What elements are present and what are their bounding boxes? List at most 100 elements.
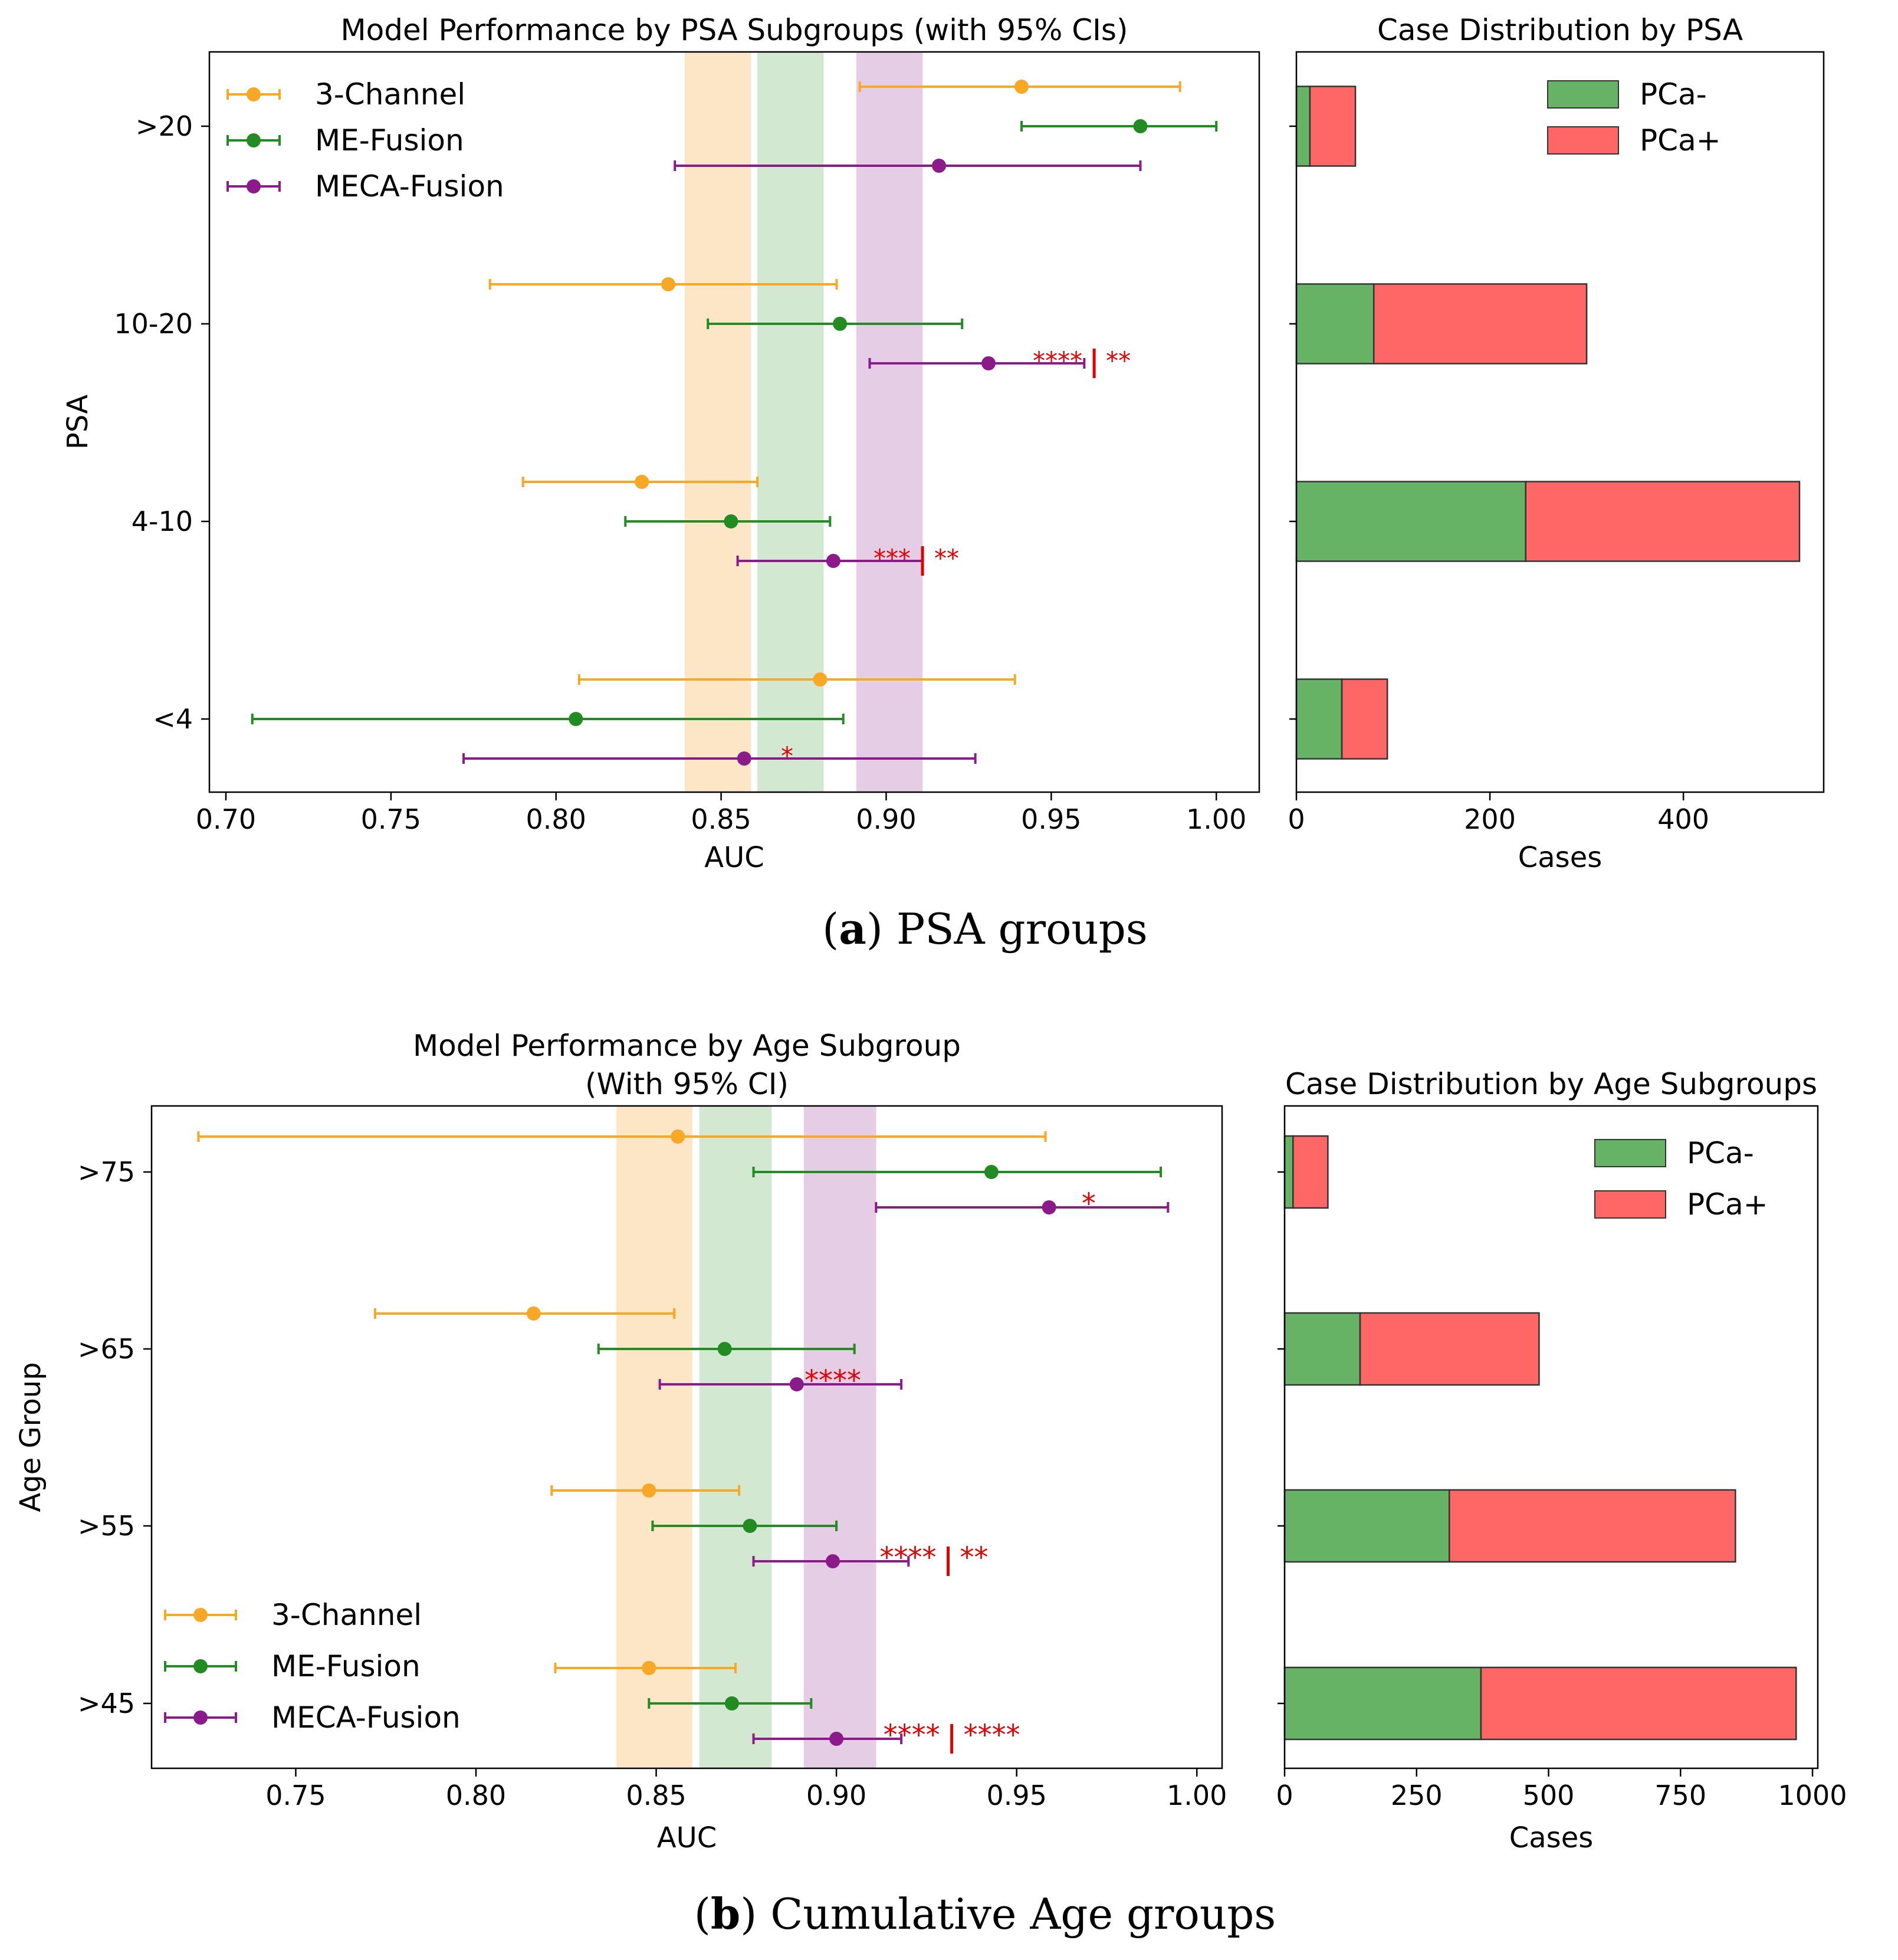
errorbar-point <box>521 475 759 489</box>
stars: **** <box>804 1364 861 1397</box>
errorbar-point <box>488 277 838 291</box>
y-tick-label: 10-20 <box>114 308 193 340</box>
x-tick-label: 0.70 <box>196 803 256 835</box>
auc-point <box>789 1377 804 1391</box>
y-tick-label: >65 <box>78 1333 135 1365</box>
auc-point <box>737 751 751 766</box>
x-tick-label: 0.75 <box>361 803 421 835</box>
bar-pca-positive <box>1480 1666 1797 1741</box>
bar-row <box>1289 481 1801 562</box>
stars-left: **** <box>884 1719 940 1752</box>
legend-label: PCa- <box>1640 77 1707 111</box>
stars-left: *** <box>874 544 911 573</box>
errorbar-point <box>658 1377 903 1391</box>
bar-pca-negative <box>1295 678 1343 760</box>
bar-pca-positive <box>1292 1135 1329 1209</box>
bar-pca-negative <box>1283 1489 1450 1563</box>
forest-plot: ********* ****** ****0.75 0.80 0.85 0.90 0.95 1… <box>14 1029 1227 1854</box>
figure-caption: (b) Cumulative Age groups <box>694 1889 1276 1939</box>
y-axis-label: PSA <box>61 395 94 449</box>
significance-annotation: **** <box>804 1364 861 1397</box>
legend-swatch <box>1547 126 1619 155</box>
errorbar-point <box>752 1165 1163 1179</box>
errorbar-point <box>875 1200 1170 1214</box>
errorbar-point <box>752 1732 903 1746</box>
legend-entry: 3-Channel <box>164 1598 422 1632</box>
auc-point <box>981 356 996 370</box>
legend-marker <box>247 87 261 101</box>
bar-row <box>1289 678 1388 760</box>
x-tick-label: 0.80 <box>526 803 586 835</box>
bar-row <box>1278 1135 1329 1209</box>
x-tick-label: 1.00 <box>1186 803 1246 835</box>
auc-point <box>1014 80 1029 94</box>
chart-title: Model Performance by Age Subgroup <box>413 1029 961 1063</box>
x-axis-label: AUC <box>657 1821 717 1854</box>
x-tick-label: 0.95 <box>1021 803 1081 835</box>
legend: 3-Channel ME-Fusion MECA-Fusion <box>164 1598 461 1735</box>
auc-point <box>724 1696 739 1711</box>
y-tick-label: >75 <box>78 1156 135 1188</box>
bar-row <box>1289 283 1588 365</box>
legend-label: PCa- <box>1687 1136 1754 1170</box>
auc-point <box>526 1306 541 1321</box>
x-tick-label: 0.80 <box>446 1780 506 1811</box>
legend-marker <box>193 1711 208 1725</box>
reference-band-meca-fusion <box>803 1105 876 1769</box>
errorbar-point <box>858 80 1181 94</box>
panel-age: ********* ****** ****0.75 0.80 0.85 0.90 0.95 1… <box>14 1029 1847 1939</box>
significance-annotation: * <box>1082 1187 1096 1220</box>
y-tick-label: >55 <box>78 1510 135 1542</box>
errorbar-point <box>597 1342 856 1356</box>
x-tick-label: 0.85 <box>626 1780 686 1811</box>
auc-point <box>642 1661 656 1675</box>
bar-pca-positive <box>1359 1312 1540 1386</box>
auc-point <box>635 475 649 489</box>
errorbar-point <box>648 1696 813 1711</box>
x-tick-label: 0.95 <box>986 1780 1046 1811</box>
bar-pca-positive <box>1449 1489 1736 1563</box>
x-tick-label: 0 <box>1276 1780 1293 1811</box>
reference-band-3-channel <box>616 1105 693 1769</box>
x-tick-label: 0.75 <box>265 1780 326 1811</box>
errorbar-point <box>577 672 1016 687</box>
legend-entry: 3-Channel <box>226 77 465 111</box>
reference-band-3-channel <box>684 51 751 793</box>
legend: PCa- PCa+ <box>1547 77 1721 157</box>
x-tick-label: 500 <box>1523 1780 1575 1811</box>
y-tick-label: <4 <box>153 703 193 735</box>
auc-point <box>642 1483 656 1498</box>
auc-point <box>984 1165 999 1179</box>
plot-frame <box>1295 51 1825 793</box>
significance-annotation: **** ** <box>1033 346 1131 378</box>
errorbar-point <box>624 514 832 528</box>
significance-annotation: * <box>781 741 793 770</box>
legend-marker <box>193 1659 208 1673</box>
auc-point <box>724 514 738 528</box>
bar-pca-negative <box>1283 1312 1361 1386</box>
legend-label: MECA-Fusion <box>271 1700 461 1735</box>
x-tick-label: 1000 <box>1778 1780 1847 1811</box>
auc-point <box>661 277 676 291</box>
legend-swatch <box>1594 1139 1666 1167</box>
bar-row <box>1278 1666 1797 1741</box>
bar-pca-positive <box>1341 678 1388 760</box>
bar-pca-negative <box>1295 283 1375 365</box>
legend-entry: PCa- <box>1594 1136 1754 1170</box>
errorbar-point <box>373 1306 676 1321</box>
bar-pca-negative <box>1283 1666 1482 1741</box>
plot-frame <box>208 51 1260 793</box>
y-tick-label: >20 <box>136 110 193 142</box>
legend-swatch <box>1594 1190 1666 1219</box>
y-tick-label: >45 <box>78 1687 135 1719</box>
significance-annotation: **** ** <box>880 1541 989 1576</box>
legend-marker <box>247 179 261 193</box>
auc-point <box>813 672 827 687</box>
chart-title: Case Distribution by PSA <box>1377 13 1743 47</box>
y-tick-label: 4-10 <box>132 505 193 537</box>
bar-row <box>1289 86 1357 167</box>
caption-letter: a <box>839 904 866 954</box>
legend-entry: ME-Fusion <box>226 123 464 157</box>
stars: * <box>781 741 793 770</box>
